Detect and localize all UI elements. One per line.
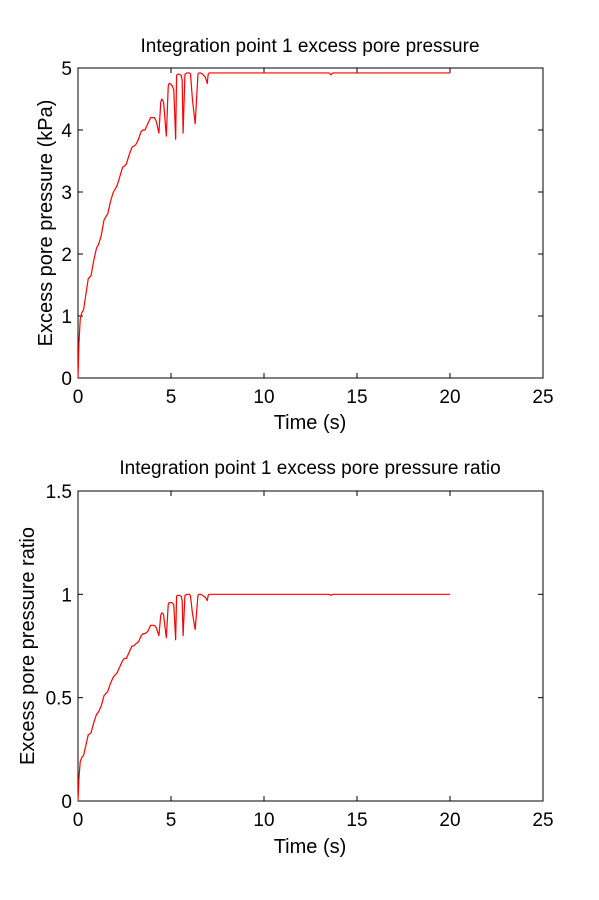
y-tick-label: 0	[61, 369, 72, 390]
plot-frame	[77, 67, 544, 379]
plot-frame	[77, 490, 544, 802]
x-tick-label: 10	[253, 810, 274, 831]
y-tick-label: 1.5	[46, 482, 72, 503]
x-tick-label: 20	[439, 810, 460, 831]
y-tick-label: 1	[61, 307, 72, 328]
series-line	[77, 72, 450, 379]
y-axis-label: Excess pore pressure ratio	[17, 527, 39, 765]
x-tick-label: 20	[439, 387, 460, 408]
y-tick-label: 5	[61, 59, 72, 80]
axis-ticks: 0 5 10 15 20 25 0 0.5 1 1.5	[46, 482, 554, 831]
x-tick-label: 0	[73, 387, 84, 408]
chart-title: Integration point 1 excess pore pressure	[140, 36, 479, 57]
axis-ticks: 0 5 10 15 20 25 0 1 2 3 4 5	[61, 59, 553, 408]
x-tick-label: 5	[166, 387, 177, 408]
x-tick-label: 15	[346, 387, 367, 408]
y-tick-label: 0	[61, 792, 72, 813]
x-tick-label: 15	[346, 810, 367, 831]
y-tick-label: 4	[61, 121, 72, 142]
y-axis-label: Excess pore pressure (kPa)	[35, 100, 57, 347]
chart-title: Integration point 1 excess pore pressure…	[119, 458, 500, 479]
y-tick-label: 1	[61, 585, 72, 606]
y-tick-label: 3	[61, 183, 72, 204]
x-tick-label: 0	[73, 810, 84, 831]
series-line	[77, 593, 450, 802]
y-tick-label: 2	[61, 245, 72, 266]
x-tick-label: 10	[253, 387, 274, 408]
x-axis-label: Time (s)	[274, 412, 347, 434]
y-tick-label: 0.5	[46, 689, 72, 710]
x-tick-label: 25	[532, 810, 553, 831]
x-tick-label: 5	[166, 810, 177, 831]
x-tick-label: 25	[532, 387, 553, 408]
chart-excess-pore-pressure: Integration point 1 excess pore pressure…	[35, 36, 554, 434]
chart-excess-pore-pressure-ratio: Integration point 1 excess pore pressure…	[17, 458, 554, 858]
x-axis-label: Time (s)	[274, 836, 347, 858]
